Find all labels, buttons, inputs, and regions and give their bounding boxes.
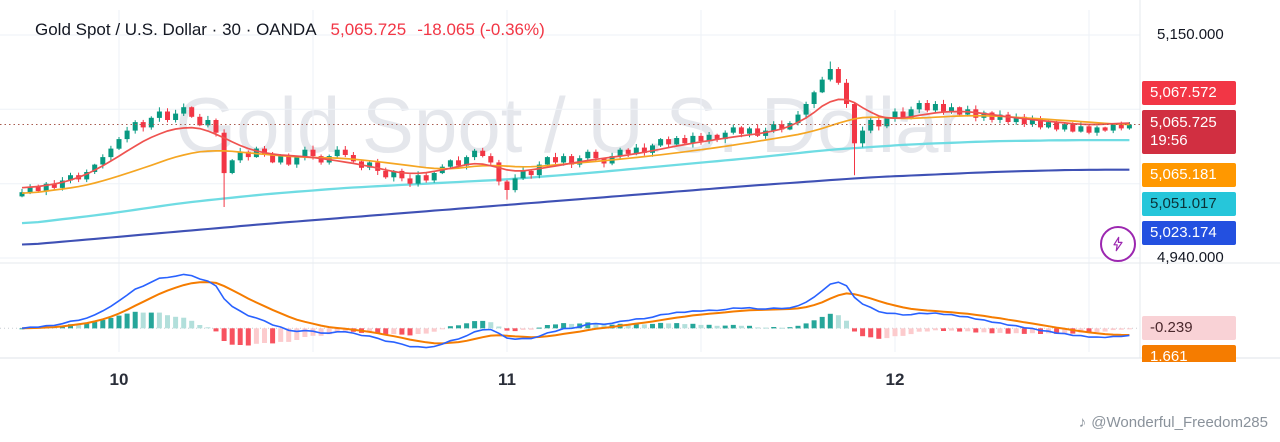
time-axis-label: 11 (498, 370, 516, 389)
candlesticks (19, 61, 1132, 207)
price-line-badge: 5,067.572 (1142, 81, 1236, 105)
time-axis[interactable]: 10 11 12 (0, 358, 1140, 400)
price-change-text: -18.065 (-0.36%) (417, 20, 545, 39)
symbol-title[interactable]: Gold Spot / U.S. Dollar · 30 · OANDA (35, 20, 317, 39)
price-line-badge-value: 5,067.572 (1150, 84, 1217, 101)
ma-slow-blue (21, 168, 1130, 246)
ma-cyan-badge: 5,051.017 (1142, 192, 1236, 216)
macd-value-badges: -0.239 1.661 (1142, 310, 1236, 362)
ma-blue-badge-value: 5,023.174 (1150, 224, 1217, 241)
ma-lines-fast (21, 98, 1130, 195)
ma-blue-badge: 5,023.174 (1142, 221, 1236, 245)
symbol-info-bar: Gold Spot / U.S. Dollar · 30 · OANDA 5,0… (35, 20, 545, 40)
price-axis-label-bottom: 4,940.000 (1157, 249, 1224, 266)
quote: 5,065.725 -18.065 (-0.36%) (331, 20, 545, 40)
ma-lines-slow (21, 138, 1130, 246)
ma-cyan (21, 138, 1130, 225)
pane-separators (0, 0, 1280, 359)
last-price-text: 5,065.725 (330, 20, 407, 39)
macd-hist-badge: -0.239 (1142, 316, 1236, 340)
macd-signal-badge: 1.661 (1142, 345, 1236, 362)
price-scale[interactable]: 5,150.000 5,067.572 5,065.725 19:56 5,06… (1140, 0, 1280, 362)
ma-fast-red (21, 98, 1130, 189)
macd-signal-line (21, 281, 1130, 345)
macd-line (21, 273, 1130, 349)
time-axis-label: 10 (109, 370, 129, 389)
macd-histogram (19, 311, 1132, 346)
ma-cyan-badge-value: 5,051.017 (1150, 195, 1217, 212)
grid-lines (0, 10, 1140, 352)
bar-countdown: 19:56 (1150, 132, 1188, 149)
lightning-icon (1113, 236, 1123, 252)
ma-orange-badge: 5,065.181 (1142, 163, 1236, 187)
creator-handle: @Wonderful_Freedom285 (1091, 414, 1268, 431)
price-axis-label-top: 5,150.000 (1157, 26, 1224, 43)
music-note-icon: ♪ (1078, 414, 1087, 431)
ma-orange-badge-value: 5,065.181 (1150, 166, 1217, 183)
macd-pane (0, 273, 1140, 349)
time-axis-label: 12 (885, 370, 905, 389)
quick-trade-button[interactable] (1100, 226, 1136, 262)
last-price-badge-value: 5,065.725 (1150, 114, 1217, 131)
last-price-badge: 5,065.725 19:56 (1142, 110, 1236, 154)
creator-watermark: ♪ @Wonderful_Freedom285 (1079, 414, 1268, 431)
